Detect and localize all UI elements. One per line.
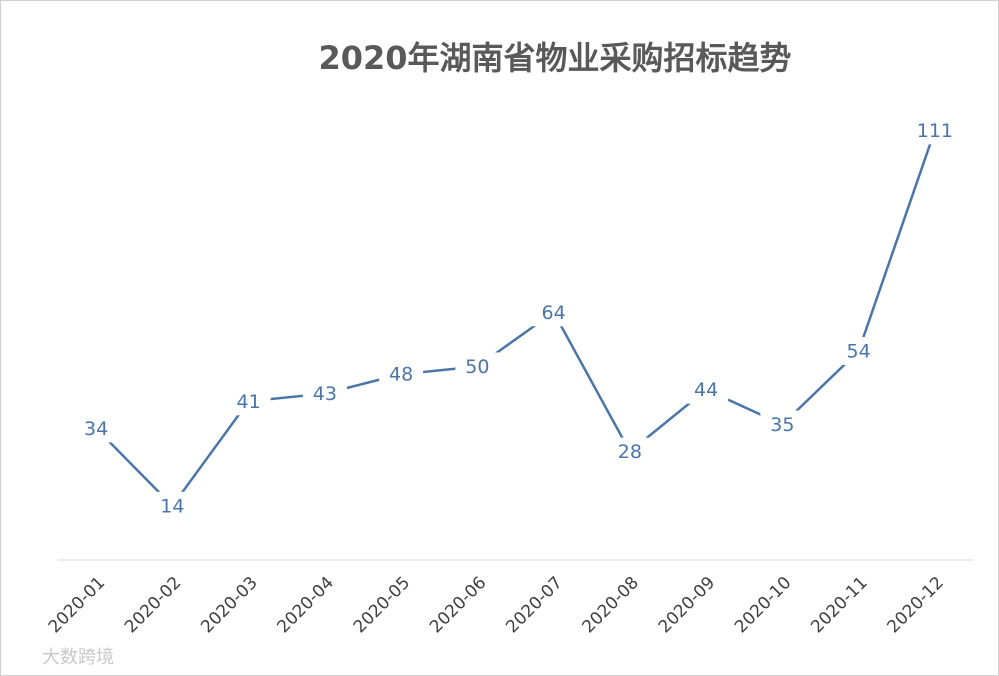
label-bg: [760, 410, 805, 439]
data-label: 64: [542, 302, 566, 324]
label-bg: [607, 437, 652, 466]
data-label: 14: [160, 495, 184, 517]
label-bg: [455, 352, 500, 381]
watermark: 大数跨境: [42, 647, 114, 668]
label-bg: [379, 360, 424, 389]
label-bg: [150, 491, 195, 520]
label-bg: [226, 387, 271, 416]
data-label: 50: [465, 356, 489, 378]
label-bg: [302, 379, 347, 408]
chart-title: 2020年湖南省物业采购招标趋势: [318, 39, 791, 77]
data-label: 34: [84, 418, 108, 440]
label-bg: [836, 336, 881, 365]
data-label: 35: [770, 414, 794, 436]
label-bg: [74, 414, 119, 443]
label-bg: [684, 375, 729, 404]
data-label: 48: [389, 364, 413, 386]
data-label: 28: [618, 441, 642, 463]
label-bg: [531, 298, 576, 327]
label-bg: [912, 116, 957, 145]
data-label: 41: [237, 391, 261, 413]
data-label: 54: [847, 340, 871, 362]
data-label: 43: [313, 383, 337, 405]
data-label: 44: [694, 379, 718, 401]
data-label: 111: [917, 120, 953, 142]
